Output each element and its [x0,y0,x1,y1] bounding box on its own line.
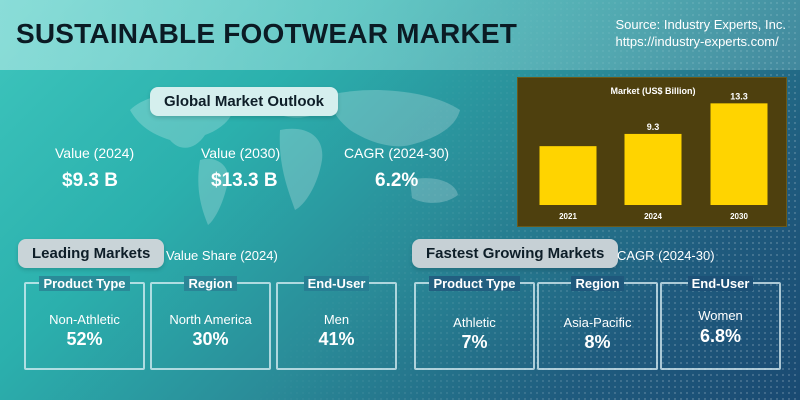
card-header: End-User [687,276,754,291]
chart-bar-2021 [539,146,597,205]
fastest-card-header-wrap: Region [537,275,658,293]
fastest-markets-subheading: CAGR (2024-30) [617,248,715,263]
chart-data-label-2030: 13.3 [730,91,748,101]
card-header: Product Type [39,276,130,291]
card-header: Region [571,276,624,291]
card-segment: North America [169,312,252,327]
fastest-card-end-user: Women 6.8% [660,282,781,370]
page-title: SUSTAINABLE FOOTWEAR MARKET [16,18,518,49]
fastest-card-region: Asia-Pacific 8% [537,282,658,370]
fastest-card-header-wrap: Product Type [414,275,535,293]
fastest-markets-heading: Fastest Growing Markets [412,239,619,268]
chart-data-label-2024: 9.3 [647,122,660,132]
stat-value-cagr: 6.2% [375,170,419,191]
card-header: Region [184,276,237,291]
source-url[interactable]: https://industry-experts.com/ [615,34,779,49]
card-segment: Women [698,308,743,323]
leading-card-end-user: Men 41% [276,282,397,370]
card-segment: Non-Athletic [49,312,120,327]
chart-x-tick-2024: 2024 [644,212,662,221]
stat-value-2024: $9.3 B [62,170,118,191]
card-segment: Asia-Pacific [563,315,632,330]
source-credit: Source: Industry Experts, Inc. https://i… [615,16,786,50]
leading-card-header-wrap: Product Type [24,275,145,293]
card-header: End-User [303,276,370,291]
leading-card-header-wrap: End-User [276,275,397,293]
stat-label-value-2030: Value (2030) [201,145,281,161]
card-header: Product Type [429,276,520,291]
stat-label-value-2024: Value (2024) [55,145,135,161]
chart-title: Market (US$ Billion) [610,86,695,96]
card-segment: Men [323,312,350,327]
card-value: 41% [318,329,355,349]
card-segment: Athletic [453,315,496,330]
title-band [0,0,800,70]
source-name: Source: Industry Experts, Inc. [615,17,786,32]
chart-bar-2024 [624,133,682,205]
card-value: 52% [66,329,103,349]
leading-card-region: North America 30% [150,282,271,370]
card-value: 8% [584,332,611,352]
leading-card-header-wrap: Region [150,275,271,293]
leading-card-product-type: Non-Athletic 52% [24,282,145,370]
outlook-heading: Global Market Outlook [150,87,339,116]
fastest-card-header-wrap: End-User [660,275,781,293]
stat-label-cagr: CAGR (2024-30) [344,145,450,161]
leading-markets-heading: Leading Markets [18,239,165,268]
card-value: 7% [461,332,488,352]
chart-svg: Market (US$ Billion) 2021 9.3 2024 13.3 2030 [539,86,768,221]
fastest-card-product-type: Athletic 7% [414,282,535,370]
card-value: 6.8% [699,326,742,346]
chart-x-tick-2030: 2030 [730,212,748,221]
leading-markets-subheading: Value Share (2024) [166,248,278,263]
world-map-icon [130,90,460,225]
market-bar-chart: Market (US$ Billion) 2021 9.3 2024 13.3 2030 [517,77,787,227]
chart-x-tick-2021: 2021 [559,212,577,221]
stat-value-2030: $13.3 B [211,170,278,191]
chart-bar-2030 [710,103,768,205]
card-value: 30% [192,329,229,349]
